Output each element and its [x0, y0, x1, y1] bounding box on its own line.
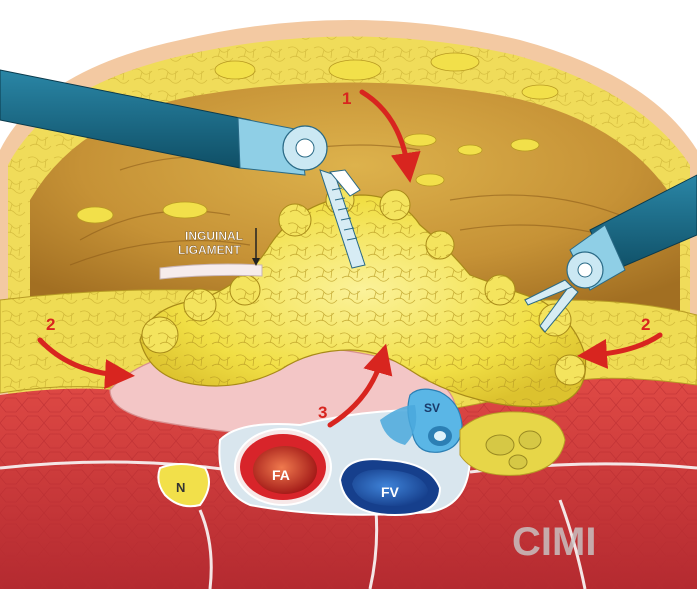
arrow-2-right-label: 2	[641, 315, 650, 334]
inguinal-ligament-label-2: LIGAMENT	[178, 243, 241, 257]
arrow-2-left-label: 2	[46, 315, 55, 334]
inguinal-ligament-label-1: INGUINAL	[185, 229, 243, 243]
femoral-vein-label: FV	[381, 484, 400, 500]
arrow-1	[359, 89, 421, 183]
arrow-3-label: 3	[318, 403, 327, 422]
cimi-watermark: CIMI	[512, 520, 596, 564]
femoral-nerve	[157, 463, 210, 508]
arrow-2-left	[37, 337, 135, 390]
saphenous-vein-label: SV	[424, 401, 440, 415]
fat-lobules	[76, 52, 559, 224]
arrow-3	[327, 343, 393, 428]
femoral-artery-label: FA	[272, 467, 290, 483]
arrow-2-right	[577, 332, 663, 369]
nerve-label: N	[176, 480, 185, 495]
dissection-arrows	[37, 89, 663, 428]
left-grasper-instrument	[0, 69, 366, 269]
inguinal-ligament	[159, 263, 263, 280]
right-grasper-instrument	[524, 174, 697, 333]
arrow-1-label: 1	[342, 89, 351, 108]
